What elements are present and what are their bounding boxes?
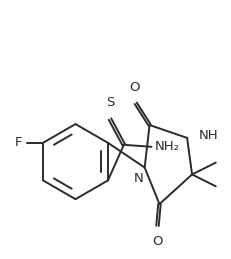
Text: NH: NH (199, 130, 219, 142)
Text: O: O (130, 81, 140, 95)
Text: F: F (15, 136, 22, 149)
Text: N: N (134, 172, 144, 185)
Text: O: O (152, 235, 163, 248)
Text: S: S (106, 96, 114, 109)
Text: NH₂: NH₂ (155, 140, 179, 153)
